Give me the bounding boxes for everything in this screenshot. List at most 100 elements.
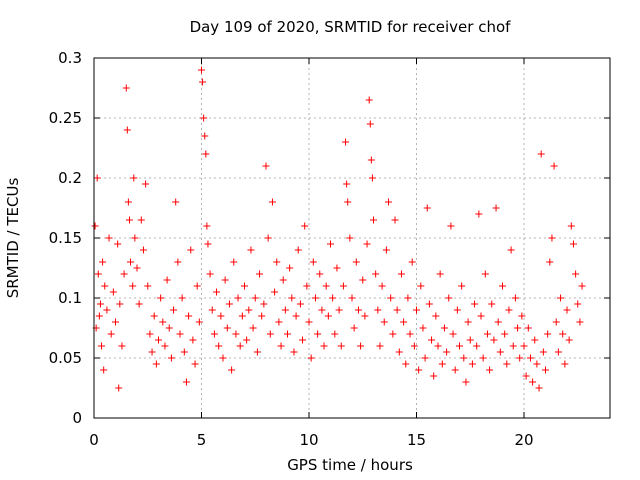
data-point xyxy=(318,306,326,314)
data-point xyxy=(299,336,307,344)
data-point xyxy=(307,354,315,362)
data-point xyxy=(163,276,171,284)
data-point xyxy=(466,336,474,344)
data-point xyxy=(531,336,539,344)
data-point xyxy=(397,270,405,278)
data-point xyxy=(243,336,251,344)
data-point xyxy=(542,366,549,374)
data-point xyxy=(554,348,562,356)
data-point xyxy=(230,258,238,266)
data-point xyxy=(262,162,270,170)
data-point xyxy=(488,300,496,308)
data-point xyxy=(101,282,109,290)
data-point xyxy=(129,282,137,290)
data-point xyxy=(322,282,330,290)
data-point xyxy=(268,198,276,206)
data-point xyxy=(374,306,382,314)
data-point xyxy=(367,156,375,164)
data-point xyxy=(133,264,141,272)
data-point xyxy=(157,294,165,302)
data-point xyxy=(456,342,463,350)
data-point xyxy=(544,330,552,338)
data-point xyxy=(445,294,453,302)
data-point xyxy=(198,66,205,74)
data-point xyxy=(413,306,420,314)
data-point xyxy=(99,258,107,266)
data-point xyxy=(329,294,337,302)
data-point xyxy=(281,306,289,314)
data-point xyxy=(199,78,207,86)
chart-title: Day 109 of 2020, SRMTID for receiver cho… xyxy=(190,18,512,36)
y-tick-labels: 0 0.05 0.1 0.15 0.2 0.25 0.3 xyxy=(49,49,82,427)
data-point xyxy=(343,180,351,188)
data-point xyxy=(557,294,565,302)
data-point xyxy=(559,330,567,338)
data-point xyxy=(453,306,461,314)
data-point xyxy=(118,342,126,350)
data-point xyxy=(213,288,221,296)
data-point xyxy=(249,324,257,332)
data-point xyxy=(402,360,410,368)
x-tick-label: 10 xyxy=(299,431,318,449)
data-point xyxy=(324,312,332,320)
data-point xyxy=(245,306,253,314)
data-point xyxy=(167,354,175,362)
data-point xyxy=(561,360,569,368)
data-point xyxy=(546,258,554,266)
data-point xyxy=(447,222,455,230)
data-point xyxy=(203,222,211,230)
data-point xyxy=(380,318,388,326)
data-point xyxy=(505,306,513,314)
data-point xyxy=(365,96,373,104)
x-tick-label: 15 xyxy=(407,431,426,449)
x-axis-label: GPS time / hours xyxy=(287,456,413,474)
data-point xyxy=(363,240,371,248)
data-point xyxy=(333,264,341,272)
data-point xyxy=(314,330,322,338)
grid-lines xyxy=(94,58,610,418)
data-point xyxy=(311,294,319,302)
data-point xyxy=(516,354,524,362)
data-point xyxy=(406,330,414,338)
data-point xyxy=(200,114,208,122)
data-point xyxy=(202,150,210,158)
data-point xyxy=(408,258,416,266)
data-point xyxy=(357,342,365,350)
data-point xyxy=(232,330,240,338)
data-point xyxy=(432,312,440,320)
data-point xyxy=(520,342,528,350)
data-point xyxy=(189,336,197,344)
data-point xyxy=(423,204,431,212)
x-tick-label: 20 xyxy=(514,431,533,449)
data-point xyxy=(155,336,162,344)
data-point xyxy=(301,222,309,230)
y-axis-label: SRMTID / TECUs xyxy=(4,178,22,299)
data-point xyxy=(253,348,261,356)
data-point xyxy=(187,246,195,254)
data-point xyxy=(217,312,225,320)
data-point xyxy=(103,306,111,314)
data-point xyxy=(443,348,451,356)
data-point xyxy=(225,300,233,308)
data-point xyxy=(471,300,479,308)
x-tick-label: 0 xyxy=(89,431,99,449)
data-point xyxy=(366,120,374,128)
data-point xyxy=(335,306,343,314)
data-point xyxy=(449,330,457,338)
data-point xyxy=(215,342,223,350)
data-point xyxy=(271,288,279,296)
y-tick-label: 0.2 xyxy=(58,169,82,187)
data-point xyxy=(238,312,246,320)
data-point xyxy=(279,276,287,284)
data-point xyxy=(576,318,584,326)
data-point xyxy=(139,246,147,254)
data-point xyxy=(98,342,106,350)
data-point xyxy=(275,318,283,326)
data-point xyxy=(385,198,393,206)
data-point xyxy=(161,342,169,350)
data-point xyxy=(94,270,102,278)
data-point xyxy=(382,246,390,254)
data-point xyxy=(115,384,123,392)
data-point xyxy=(342,138,350,146)
